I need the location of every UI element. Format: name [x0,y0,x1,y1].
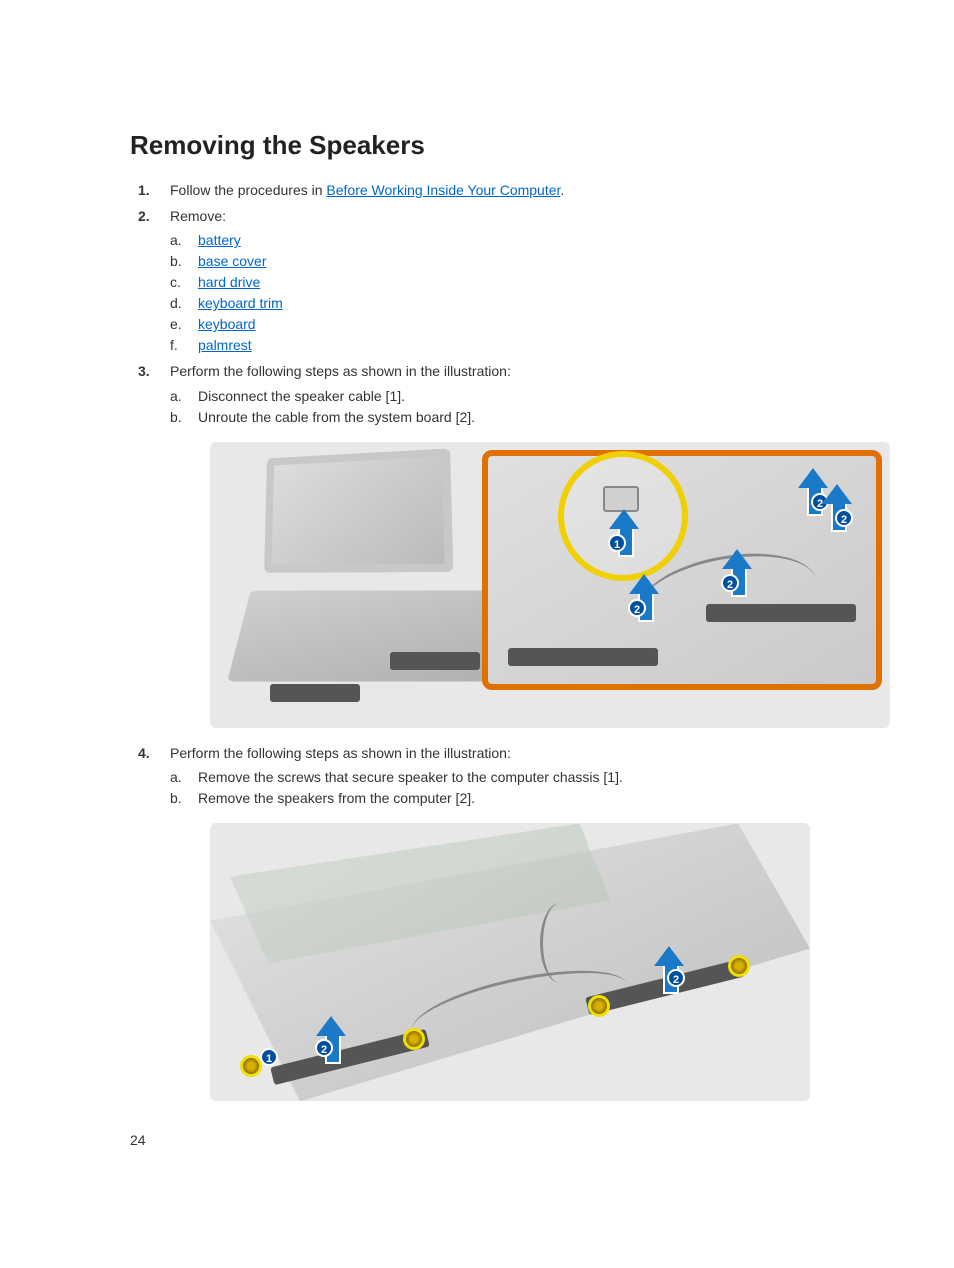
illustration-1: 1 2 2 2 2 [210,442,890,728]
step-2: Remove: battery base cover hard drive ke… [130,207,844,357]
speaker-left-detail [508,648,658,666]
step-2-text: Remove: [170,208,226,224]
step-4-text: Perform the following steps as shown in … [170,745,511,761]
laptop-screen [264,448,453,572]
step-4-sublist: Remove the screws that secure speaker to… [170,767,844,809]
step-3a: Disconnect the speaker cable [1]. [170,386,844,407]
step-4a: Remove the screws that secure speaker to… [170,767,844,788]
screw-1-label: 1 [260,1048,278,1066]
arrow-2a-label: 2 [628,599,646,617]
arrow-2b-label: 2 [721,574,739,592]
step-3-text: Perform the following steps as shown in … [170,363,511,379]
step-2b: base cover [170,251,844,272]
step-1: Follow the procedures in Before Working … [130,181,844,201]
link-keyboard[interactable]: keyboard [198,316,256,332]
arrow-1-label: 1 [608,534,626,552]
step-2d: keyboard trim [170,293,844,314]
step-2-sublist: battery base cover hard drive keyboard t… [170,230,844,356]
speaker-left-small [270,684,360,702]
procedure-list: Follow the procedures in Before Working … [130,181,844,1101]
step-3b: Unroute the cable from the system board … [170,407,844,428]
step-4: Perform the following steps as shown in … [130,744,844,1102]
screw-4 [728,955,750,977]
step-4b: Remove the speakers from the computer [2… [170,788,844,809]
screw-3 [588,995,610,1017]
step-2a: battery [170,230,844,251]
speaker-right-small [390,652,480,670]
link-palmrest[interactable]: palmrest [198,337,252,353]
speaker-cable-stub [540,903,580,983]
step-2f: palmrest [170,335,844,356]
page-heading: Removing the Speakers [130,130,844,161]
step-3-sublist: Disconnect the speaker cable [1]. Unrout… [170,386,844,428]
laptop-overview [240,452,500,712]
step-1-suffix: . [560,182,564,198]
step-1-prefix: Follow the procedures in [170,182,326,198]
link-base-cover[interactable]: base cover [198,253,266,269]
arrow-2d-label: 2 [835,509,853,527]
link-before-working[interactable]: Before Working Inside Your Computer [326,182,560,198]
link-hard-drive[interactable]: hard drive [198,274,260,290]
page-number: 24 [130,1132,146,1148]
step-2e: keyboard [170,314,844,335]
step-2c: hard drive [170,272,844,293]
screw-1 [240,1055,262,1077]
callout-panel: 1 2 2 2 2 [482,450,882,690]
step-3: Perform the following steps as shown in … [130,362,844,728]
link-battery[interactable]: battery [198,232,241,248]
link-keyboard-trim[interactable]: keyboard trim [198,295,283,311]
illustration-2: 1 2 2 [210,823,810,1101]
